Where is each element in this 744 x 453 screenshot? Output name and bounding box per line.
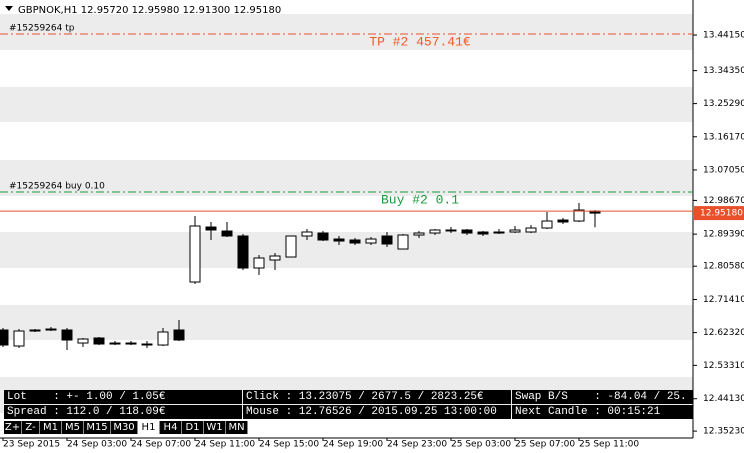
timeframe-button[interactable]: D1 bbox=[182, 421, 204, 434]
candle-body bbox=[109, 342, 121, 345]
candle-body bbox=[429, 229, 441, 234]
lot-info: Lot : +- 1.00 / 1.05€ bbox=[4, 390, 242, 404]
band bbox=[0, 232, 693, 268]
candle-body bbox=[141, 343, 153, 346]
x-tick-label: 24 Sep 07:00 bbox=[131, 440, 191, 450]
price-tag-label: 12.95180 bbox=[700, 209, 743, 219]
candle-body bbox=[413, 232, 425, 236]
y-tick-label: 13.16170 bbox=[703, 132, 744, 142]
candle-body bbox=[525, 227, 537, 233]
candle-body bbox=[381, 235, 393, 245]
y-tick-label: 12.71410 bbox=[703, 295, 744, 305]
band bbox=[0, 14, 693, 50]
x-tick-label: 25 Sep 11:00 bbox=[579, 440, 639, 450]
timeframe-button[interactable]: Z- bbox=[22, 421, 40, 434]
y-tick-label: 12.80580 bbox=[703, 262, 744, 272]
spread-info: Spread : 112.0 / 118.09€ bbox=[4, 405, 242, 419]
candle-body bbox=[269, 255, 281, 261]
timeframe-button[interactable]: M1 bbox=[40, 421, 62, 434]
candle-body bbox=[557, 219, 569, 223]
band bbox=[0, 87, 693, 122]
timeframe-button[interactable]: Z+ bbox=[4, 421, 22, 434]
y-tick-label: 12.98670 bbox=[703, 196, 744, 206]
x-tick-label: 24 Sep 15:00 bbox=[259, 440, 319, 450]
mouse-info: Mouse : 12.76526 / 2015.09.25 13:00:00 bbox=[243, 405, 511, 419]
x-tick-label: 25 Sep 03:00 bbox=[451, 440, 511, 450]
candle-body bbox=[189, 225, 201, 283]
candle-body bbox=[45, 328, 57, 331]
click-info: Click : 13.23075 / 2677.5 / 2823.25€ bbox=[243, 390, 511, 404]
candle-body bbox=[333, 238, 345, 242]
timeframe-button[interactable]: W1 bbox=[204, 421, 226, 434]
y-tick-label: 13.34350 bbox=[703, 66, 744, 76]
candle-body bbox=[349, 239, 361, 244]
timeframe-button[interactable]: M30 bbox=[111, 421, 138, 434]
candle-body bbox=[285, 235, 297, 258]
candle-body bbox=[77, 338, 89, 344]
candle-body bbox=[0, 329, 9, 346]
menu-arrow[interactable] bbox=[5, 6, 13, 11]
candle-body bbox=[61, 329, 73, 341]
candle-body bbox=[221, 230, 233, 237]
timeframe-button[interactable]: H1 bbox=[138, 421, 160, 434]
x-tick-label: 25 Sep 07:00 bbox=[515, 440, 575, 450]
timeframe-button[interactable]: H4 bbox=[160, 421, 182, 434]
candle-body bbox=[29, 329, 41, 332]
y-tick-label: 13.25290 bbox=[703, 99, 744, 109]
candle-body bbox=[573, 209, 585, 222]
candle-body bbox=[301, 231, 313, 237]
candle-body bbox=[445, 229, 457, 232]
price-tag bbox=[694, 206, 744, 221]
symbol-header: GBPNOK,H1 12.95720 12.95980 12.91300 12.… bbox=[18, 5, 281, 16]
y-tick-label: 12.44130 bbox=[703, 394, 744, 404]
timeframe-button[interactable]: M15 bbox=[84, 421, 111, 434]
band bbox=[0, 160, 693, 196]
y-tick-label: 12.35230 bbox=[703, 427, 744, 437]
candle-body bbox=[237, 235, 249, 269]
band bbox=[0, 305, 693, 340]
buy-label: #15259264 buy 0.10 bbox=[9, 182, 105, 192]
x-tick-label: 24 Sep 23:00 bbox=[387, 440, 447, 450]
candle-body bbox=[493, 231, 505, 234]
y-tick-label: 13.44150 bbox=[703, 31, 744, 41]
y-tick-label: 12.62320 bbox=[703, 328, 744, 338]
timeframe-button[interactable]: M5 bbox=[62, 421, 84, 434]
candle-body bbox=[253, 257, 265, 269]
buy-text: Buy #2 0.1 bbox=[381, 192, 459, 207]
x-tick-label: 24 Sep 19:00 bbox=[323, 440, 383, 450]
candle-timer: Next Candle : 00:15:21 bbox=[512, 405, 693, 419]
x-tick-label: 23 Sep 2015 bbox=[3, 440, 60, 450]
candle-body bbox=[157, 331, 169, 346]
candle-body bbox=[461, 229, 473, 234]
candle-body bbox=[365, 238, 377, 244]
candle-body bbox=[477, 231, 489, 235]
candle-body bbox=[125, 342, 137, 345]
candle-body bbox=[93, 337, 105, 345]
candle-body bbox=[541, 220, 553, 229]
swap-info: Swap B/S : -84.04 / 25. bbox=[512, 390, 693, 404]
x-tick-label: 24 Sep 03:00 bbox=[67, 440, 127, 450]
candle-body bbox=[509, 229, 521, 233]
candle-body bbox=[173, 329, 185, 341]
timeframe-button[interactable]: MN bbox=[226, 421, 248, 434]
tp-label: #15259264 tp bbox=[9, 24, 75, 34]
candle-body bbox=[397, 234, 409, 250]
candle-body bbox=[317, 232, 329, 241]
x-tick-label: 24 Sep 11:00 bbox=[195, 440, 255, 450]
y-tick-label: 12.89390 bbox=[703, 230, 744, 240]
y-tick-label: 13.07050 bbox=[703, 165, 744, 175]
candle-body bbox=[13, 330, 25, 347]
tp-text: TP #2 457.41€ bbox=[369, 34, 471, 49]
candle-body bbox=[205, 226, 217, 231]
y-tick-label: 12.53310 bbox=[703, 361, 744, 371]
